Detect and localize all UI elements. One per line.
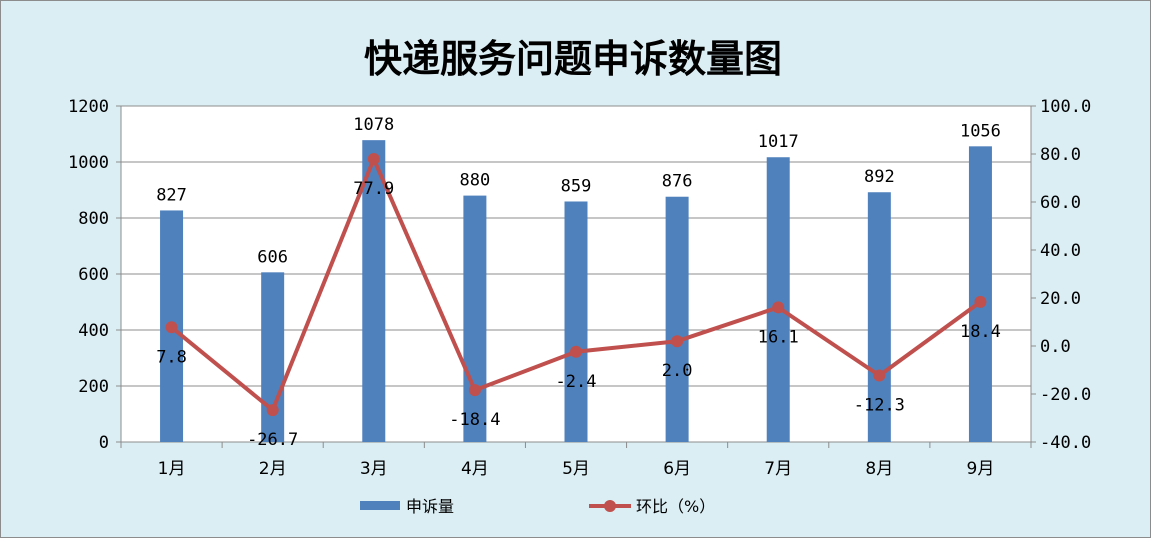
bar-data-label: 859 (561, 176, 592, 196)
bar-data-label: 1078 (353, 115, 394, 135)
plot-area: 0 200 400 600 800 1000 1200 -40.0 -20.0 0.0 20.0 40… (68, 97, 1091, 479)
x-tick-label: 3月 (360, 459, 388, 479)
legend-swatch-bar (360, 501, 400, 510)
bar (362, 140, 386, 442)
line-data-label: 2.0 (662, 361, 693, 381)
y2-tick-label: 40.0 (1040, 241, 1081, 261)
x-tick-label: 1月 (158, 459, 186, 479)
bar (766, 157, 790, 443)
legend-label-bar: 申诉量 (406, 497, 454, 516)
y-tick-label: 600 (78, 265, 109, 285)
line-data-label: 16.1 (758, 327, 799, 347)
y-tick-label: 400 (78, 321, 109, 341)
bar-data-label: 1056 (960, 121, 1001, 141)
bar-data-label: 892 (864, 167, 895, 187)
line-point (671, 335, 684, 348)
bar-data-label: 880 (460, 171, 491, 191)
bar-data-label: 876 (662, 172, 693, 192)
x-tick-label: 8月 (865, 459, 893, 479)
y-tick-label: 800 (78, 209, 109, 229)
y2-tick-label: 60.0 (1040, 193, 1081, 213)
y2-tick-label: 20.0 (1040, 289, 1081, 309)
legend-label-line: 环比（%） (636, 497, 715, 516)
line-point (570, 345, 582, 358)
line-data-label: 7.8 (156, 347, 187, 367)
line-point (367, 153, 380, 166)
line-data-label: 77.9 (353, 179, 394, 199)
bar-data-label: 1017 (758, 132, 799, 152)
bar (463, 195, 487, 442)
line-point (873, 369, 886, 382)
legend: 申诉量 环比（%） (360, 497, 715, 516)
y-tick-label: 1000 (68, 153, 109, 173)
line-point (266, 404, 279, 417)
line-data-label: -26.7 (247, 430, 298, 450)
bar-data-label: 827 (156, 185, 187, 205)
y-tick-label: 200 (78, 377, 109, 397)
legend-swatch-marker (604, 500, 616, 512)
y2-tick-label: 80.0 (1040, 145, 1081, 165)
x-tick-label: 6月 (663, 459, 691, 479)
y2-tick-label: 0.0 (1040, 337, 1071, 357)
line-point (165, 321, 178, 334)
y-tick-label: 0 (99, 433, 109, 453)
y2-tick-label: 100.0 (1040, 97, 1091, 117)
y2-tick-label: -20.0 (1040, 385, 1091, 405)
line-data-label: -2.4 (556, 372, 597, 392)
bar (261, 272, 285, 442)
chart-title: 快递服务问题申诉数量图 (364, 36, 782, 81)
line-data-label: 18.4 (960, 322, 1001, 342)
line-point (974, 295, 987, 308)
bar (867, 192, 891, 442)
line-data-label: -12.3 (854, 396, 905, 416)
x-tick-label: 7月 (764, 459, 792, 479)
bar-data-label: 606 (257, 247, 288, 267)
bar (665, 196, 689, 442)
y2-tick-label: -40.0 (1040, 433, 1091, 453)
line-point (468, 384, 481, 397)
x-tick-label: 5月 (562, 459, 590, 479)
x-tick-label: 2月 (259, 459, 287, 479)
x-tick-label: 9月 (967, 459, 995, 479)
bar (564, 201, 588, 442)
bar (968, 146, 992, 442)
y-tick-label: 1200 (68, 97, 109, 117)
line-point (772, 301, 785, 314)
x-tick-label: 4月 (461, 459, 489, 479)
line-data-label: -18.4 (449, 410, 500, 430)
